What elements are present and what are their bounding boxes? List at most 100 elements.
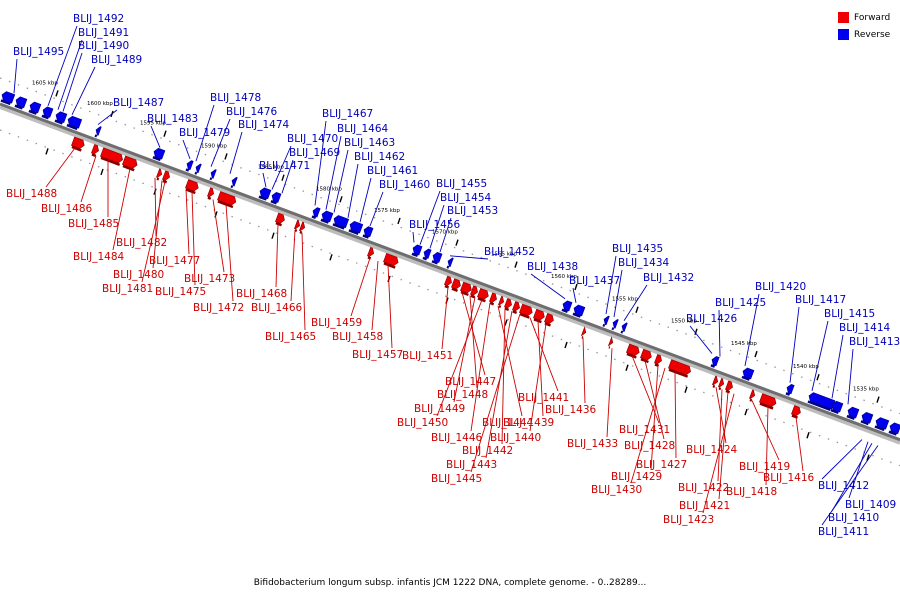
- leader-line-reverse: [718, 309, 721, 357]
- gene-reverse: [54, 111, 68, 125]
- gene-label-reverse: BLIJ_1434: [618, 257, 670, 269]
- gene-reverse: [431, 252, 443, 265]
- gene-forward: [444, 275, 452, 289]
- legend-reverse-label: Reverse: [854, 29, 891, 40]
- gene-label-reverse: BLIJ_1495: [13, 46, 64, 58]
- gene-label-forward: BLIJ_1418: [726, 486, 777, 498]
- leader-line-reverse: [333, 149, 349, 213]
- leader-line-reverse: [848, 441, 869, 499]
- gene-label-forward: BLIJ_1431: [619, 424, 670, 436]
- leader-line-forward: [112, 168, 131, 251]
- leader-line-reverse: [182, 139, 191, 160]
- leader-line-forward: [80, 155, 97, 203]
- gene-reverse: [270, 191, 282, 205]
- leader-line-reverse: [530, 273, 566, 300]
- leader-line-forward: [702, 393, 735, 514]
- gene-forward: [654, 354, 662, 367]
- gene-label-reverse: BLIJ_1464: [337, 123, 389, 135]
- legend-reverse: Reverse: [838, 26, 890, 43]
- leader-line-reverse: [449, 255, 489, 260]
- gene-forward: [489, 292, 497, 306]
- gene-forward: [544, 313, 554, 327]
- gene-label-reverse: BLIJ_1411: [818, 526, 869, 538]
- gene-label-reverse: BLIJ_1462: [354, 151, 405, 163]
- gene-label-reverse: BLIJ_1470: [287, 133, 338, 145]
- gene-forward: [607, 336, 614, 349]
- leader-line-forward: [630, 367, 666, 484]
- gene-reverse: [258, 187, 272, 201]
- tick-mark-top: [694, 328, 698, 335]
- gene-label-forward: BLIJ_1484: [73, 251, 125, 263]
- leader-line-forward: [301, 232, 306, 331]
- leader-line-forward: [350, 257, 371, 317]
- gene-reverse: [411, 244, 423, 258]
- gene-label-reverse: BLIJ_1454: [440, 192, 492, 204]
- tick-label: 1590 kbp: [201, 143, 227, 149]
- leader-line-reverse: [281, 159, 294, 194]
- gene-label-reverse: BLIJ_1491: [78, 27, 129, 39]
- gene-label-forward: BLIJ_1445: [431, 473, 482, 485]
- gene-label-forward: BLIJ_1423: [663, 514, 714, 526]
- tick-mark-bottom: [100, 168, 104, 176]
- leader-line-forward: [387, 264, 393, 349]
- leader-line-forward: [644, 360, 665, 440]
- gene-reverse: [611, 319, 619, 331]
- tick-mark-bottom: [564, 341, 568, 349]
- gene-label-reverse: BLIJ_1410: [828, 512, 879, 524]
- leader-line-reverse: [429, 204, 445, 249]
- tick-mark-top: [281, 174, 285, 181]
- legend-forward: Forward: [838, 9, 890, 26]
- gene-reverse: [741, 367, 755, 381]
- leader-line-forward: [751, 400, 780, 461]
- leader-line-reverse: [195, 104, 215, 162]
- leader-line-reverse: [150, 125, 161, 148]
- gene-label-reverse: BLIJ_1455: [436, 178, 487, 190]
- tick-label: 1575 kbp: [374, 208, 400, 214]
- leader-line-reverse: [744, 293, 760, 366]
- gene-reverse: [14, 96, 28, 110]
- gene-reverse: [348, 221, 364, 235]
- tick-mark-top: [816, 374, 820, 381]
- leader-line-forward: [674, 371, 677, 459]
- gene-reverse: [230, 177, 238, 189]
- leader-line-reverse: [811, 320, 829, 391]
- gene-label-reverse: BLIJ_1483: [147, 113, 198, 125]
- gene-reverse: [194, 163, 202, 175]
- leader-line-reverse: [97, 109, 118, 125]
- gene-label-reverse: BLIJ_1452: [484, 246, 535, 258]
- gene-label-forward: BLIJ_1441: [518, 392, 569, 404]
- gene-label-forward: BLIJ_1458: [332, 331, 383, 343]
- tick-label: 1595 kbp: [140, 121, 166, 127]
- tick-mark-bottom: [625, 364, 629, 371]
- leader-line-forward: [717, 389, 723, 482]
- gene-label-forward: BLIJ_1480: [113, 269, 164, 281]
- leader-line-reverse: [439, 217, 452, 253]
- gene-reverse: [785, 384, 795, 396]
- gene-reverse: [152, 147, 166, 162]
- gene-label-forward: BLIJ_1451: [402, 350, 453, 362]
- gene-label-reverse: BLIJ_1456: [409, 219, 461, 231]
- tick-mark-top: [339, 196, 343, 203]
- leader-line-forward: [275, 223, 279, 288]
- tick-mark-top: [635, 306, 639, 313]
- leader-line-forward: [795, 416, 804, 472]
- gene-label-reverse: BLIJ_1425: [715, 297, 766, 309]
- gene-reverse: [0, 91, 16, 106]
- gene-forward: [519, 303, 533, 319]
- leader-line-forward: [501, 308, 506, 445]
- gene-label-reverse: BLIJ_1438: [527, 261, 578, 273]
- gene-label-reverse: BLIJ_1460: [379, 179, 430, 191]
- gene-reverse: [860, 412, 874, 426]
- gene-forward: [383, 253, 399, 269]
- tick-mark-top: [514, 261, 518, 268]
- leader-line-forward: [718, 391, 729, 500]
- tick-mark-top: [876, 396, 880, 403]
- tick-label: 1535 kbp: [853, 387, 879, 393]
- gene-label-reverse: BLIJ_1471: [259, 160, 310, 172]
- leader-line-reverse: [572, 287, 577, 303]
- leader-line-forward: [469, 295, 478, 389]
- tick-label: 1600 kbp: [87, 101, 113, 107]
- gene-forward: [498, 295, 505, 309]
- leader-line-reverse: [613, 269, 623, 318]
